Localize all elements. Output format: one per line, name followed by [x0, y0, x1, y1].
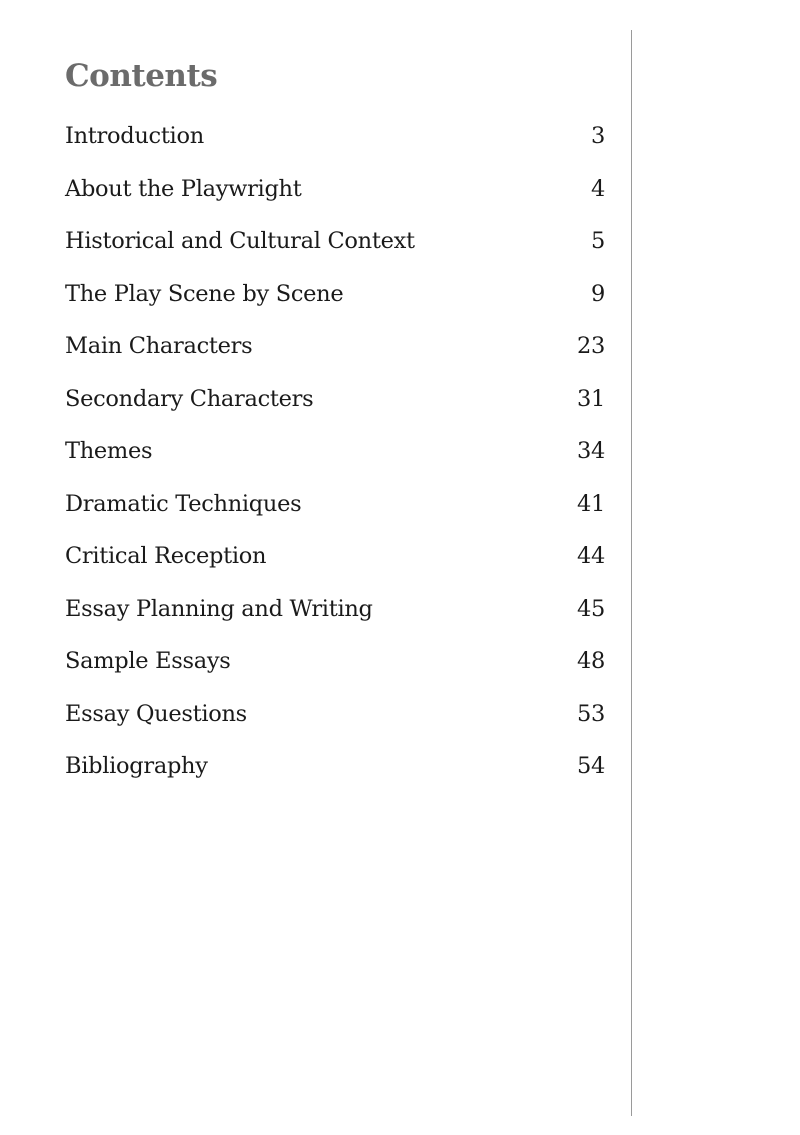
- toc-entry-label: Essay Planning and Writing: [65, 595, 373, 622]
- toc-entry-label: Historical and Cultural Context: [65, 228, 415, 254]
- toc-entry-label: Sample Essays: [65, 648, 231, 674]
- margin-rule: [631, 30, 632, 1116]
- toc-entry[interactable]: Sample Essays 48: [65, 641, 605, 694]
- toc-entry-page: 54: [576, 753, 605, 779]
- toc-entry-page: 34: [576, 438, 605, 464]
- toc-entry-page: 53: [576, 700, 605, 727]
- toc-entry-page: 44: [576, 543, 605, 569]
- toc-entry[interactable]: Dramatic Techniques 41: [65, 484, 605, 537]
- toc-entry-label: Main Characters: [65, 333, 253, 359]
- toc-entry[interactable]: Main Characters 23: [65, 326, 605, 379]
- toc-entry-label: Secondary Characters: [65, 385, 314, 412]
- toc-entry-page: 31: [576, 385, 605, 412]
- toc-entry-page: 4: [590, 175, 605, 202]
- toc-entry-page: 48: [576, 648, 605, 674]
- toc-entry-label: Introduction: [65, 123, 204, 149]
- toc-entry-page: 41: [576, 490, 605, 517]
- toc-entry-page: 9: [590, 280, 605, 307]
- toc-entry[interactable]: Themes 34: [65, 431, 605, 484]
- toc-entry[interactable]: Historical and Cultural Context 5: [65, 221, 605, 274]
- toc-entry-label: Themes: [65, 438, 153, 464]
- toc-entry[interactable]: About the Playwright 4: [65, 169, 605, 222]
- table-of-contents: Introduction 3 About the Playwright 4 Histor…: [65, 116, 605, 799]
- toc-entry[interactable]: Introduction 3: [65, 116, 605, 169]
- toc-entry[interactable]: Secondary Characters 31: [65, 379, 605, 432]
- toc-entry-page: 3: [590, 123, 605, 149]
- toc-entry-label: Essay Questions: [65, 700, 247, 727]
- toc-entry[interactable]: Essay Questions 53: [65, 694, 605, 747]
- toc-entry-label: Dramatic Techniques: [65, 490, 302, 517]
- toc-entry-page: 23: [576, 333, 605, 359]
- toc-entry-label: Bibliography: [65, 753, 208, 779]
- toc-entry-label: Critical Reception: [65, 543, 267, 569]
- toc-entry[interactable]: Essay Planning and Writing 45: [65, 589, 605, 642]
- toc-entry-page: 45: [576, 595, 605, 622]
- toc-entry-label: About the Playwright: [65, 175, 302, 202]
- page-title: Contents: [65, 58, 218, 94]
- toc-entry-label: The Play Scene by Scene: [65, 280, 344, 307]
- toc-entry[interactable]: Critical Reception 44: [65, 536, 605, 589]
- toc-entry[interactable]: Bibliography 54: [65, 746, 605, 799]
- toc-entry[interactable]: The Play Scene by Scene 9: [65, 274, 605, 327]
- toc-entry-page: 5: [590, 228, 605, 254]
